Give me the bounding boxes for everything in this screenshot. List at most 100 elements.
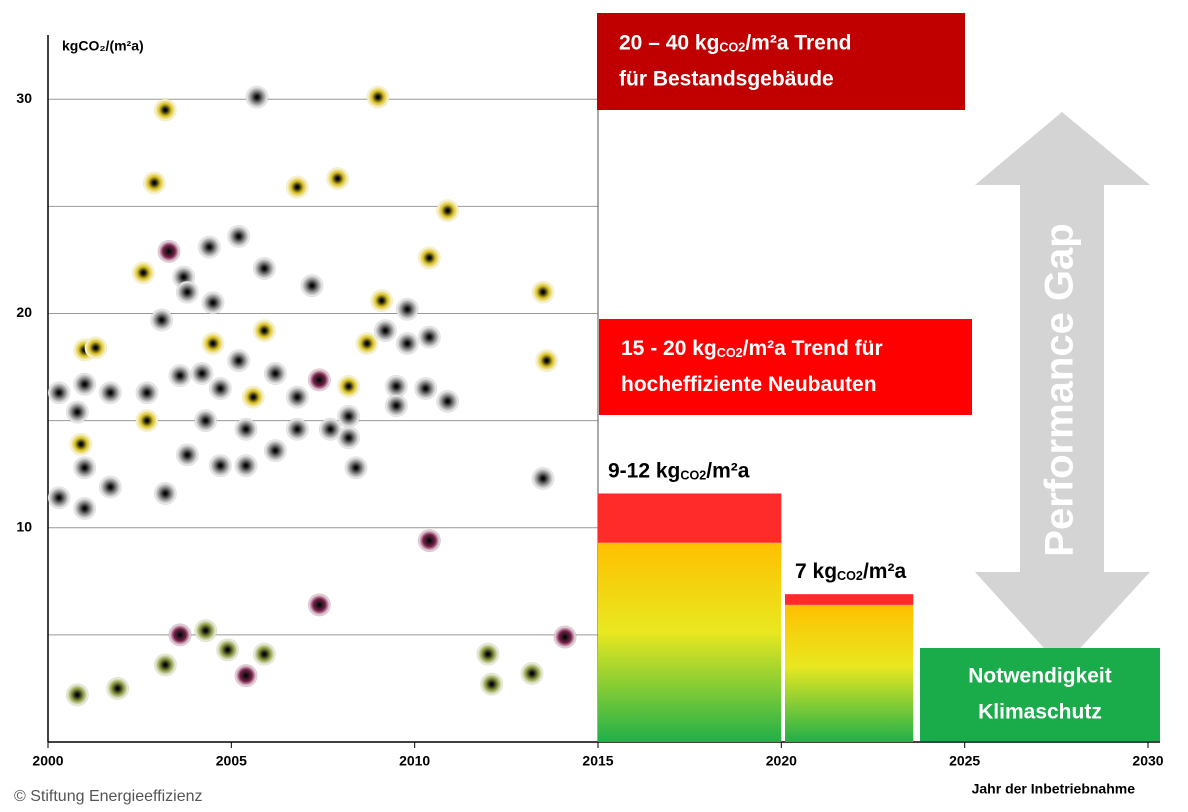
box-text-part: /m²a Trend	[745, 31, 851, 54]
y-tick-label: 10	[16, 518, 32, 534]
point	[263, 439, 287, 463]
point	[227, 349, 251, 373]
box-text: 20 – 40 kgCO2/m²a Trend	[619, 31, 852, 55]
point	[47, 486, 71, 510]
bar-label-part: CO2	[837, 570, 863, 584]
point	[73, 456, 97, 480]
point	[417, 246, 441, 270]
bar-label: 7 kgCO2/m²a	[795, 560, 906, 584]
point	[337, 426, 361, 450]
box-text: 15 - 20 kgCO2/m²a Trend für	[621, 337, 883, 361]
point	[153, 98, 177, 122]
point	[531, 280, 555, 304]
point	[227, 224, 251, 248]
box-text-part: 20 – 40 kg	[619, 31, 719, 54]
point	[106, 676, 130, 700]
bar-label: 9-12 kgCO2/m²a	[608, 459, 750, 483]
annotation-box	[597, 13, 965, 110]
point	[395, 332, 419, 356]
point	[384, 374, 408, 398]
point	[47, 381, 71, 405]
point	[69, 432, 93, 456]
bar-cap	[598, 493, 782, 543]
point	[252, 642, 276, 666]
box-text-part: Notwendigkeit	[968, 664, 1112, 687]
point	[355, 332, 379, 356]
point	[344, 456, 368, 480]
footer: © Stiftung Energieeffizienz	[14, 788, 203, 805]
point	[535, 349, 559, 373]
point	[307, 368, 331, 392]
point	[201, 332, 225, 356]
point	[384, 394, 408, 418]
point	[135, 381, 159, 405]
box-text: Klimaschutz	[978, 700, 1102, 723]
point	[520, 661, 544, 685]
box-text-part: CO2	[717, 346, 743, 360]
point	[234, 454, 258, 478]
bar-gradient	[598, 542, 782, 742]
point	[245, 85, 269, 109]
point	[135, 409, 159, 433]
point	[252, 257, 276, 281]
point	[98, 381, 122, 405]
x-tick-label: 2005	[216, 753, 247, 769]
box-text: Notwendigkeit	[968, 664, 1112, 687]
point	[417, 325, 441, 349]
point	[252, 319, 276, 343]
point	[414, 377, 438, 400]
point	[131, 261, 155, 285]
point	[285, 385, 309, 409]
point	[307, 593, 331, 617]
point	[65, 683, 89, 707]
x-tick-label: 2025	[949, 753, 980, 769]
box-text-part: Klimaschutz	[978, 700, 1102, 723]
point	[337, 404, 361, 428]
point	[337, 374, 361, 398]
x-axis-label: Jahr der Inbetriebnahme	[972, 781, 1136, 797]
point	[65, 400, 89, 424]
y-axis-label: kgCO₂/(m²a)	[62, 38, 144, 54]
box-text-part: für Bestandsgebäude	[619, 67, 834, 90]
point	[175, 280, 199, 304]
point	[476, 642, 500, 666]
point	[531, 466, 555, 490]
point	[318, 417, 342, 441]
bar-label-part: /m²a	[706, 459, 750, 482]
point	[395, 297, 419, 321]
bar-cap	[785, 594, 914, 605]
x-tick-label: 2030	[1132, 753, 1163, 769]
point	[300, 274, 324, 298]
point	[216, 638, 240, 662]
y-tick-label: 20	[16, 304, 32, 320]
point	[370, 289, 394, 313]
point	[98, 475, 122, 499]
annotation-box	[920, 648, 1160, 741]
point	[285, 175, 309, 199]
point	[175, 443, 199, 467]
arrow-label: Performance Gap	[1038, 223, 1082, 556]
box-text: hocheffiziente Neubauten	[621, 373, 877, 396]
point	[168, 623, 192, 647]
point	[285, 417, 309, 441]
point	[153, 481, 177, 505]
box-text-part: CO2	[719, 41, 745, 55]
point	[480, 672, 504, 696]
point	[194, 409, 218, 433]
point	[373, 319, 397, 343]
point	[436, 199, 460, 223]
bar-label-part: 9-12 kg	[608, 459, 680, 482]
box-text-part: /m²a Trend für	[743, 337, 883, 360]
x-tick-label: 2020	[766, 753, 797, 769]
point	[234, 417, 258, 441]
point	[153, 653, 177, 677]
point	[436, 389, 460, 413]
point	[73, 496, 97, 520]
point	[197, 235, 221, 259]
point	[73, 372, 97, 396]
point	[157, 239, 181, 263]
point	[241, 385, 265, 409]
x-tick-label: 2010	[399, 753, 430, 769]
point	[168, 364, 192, 388]
